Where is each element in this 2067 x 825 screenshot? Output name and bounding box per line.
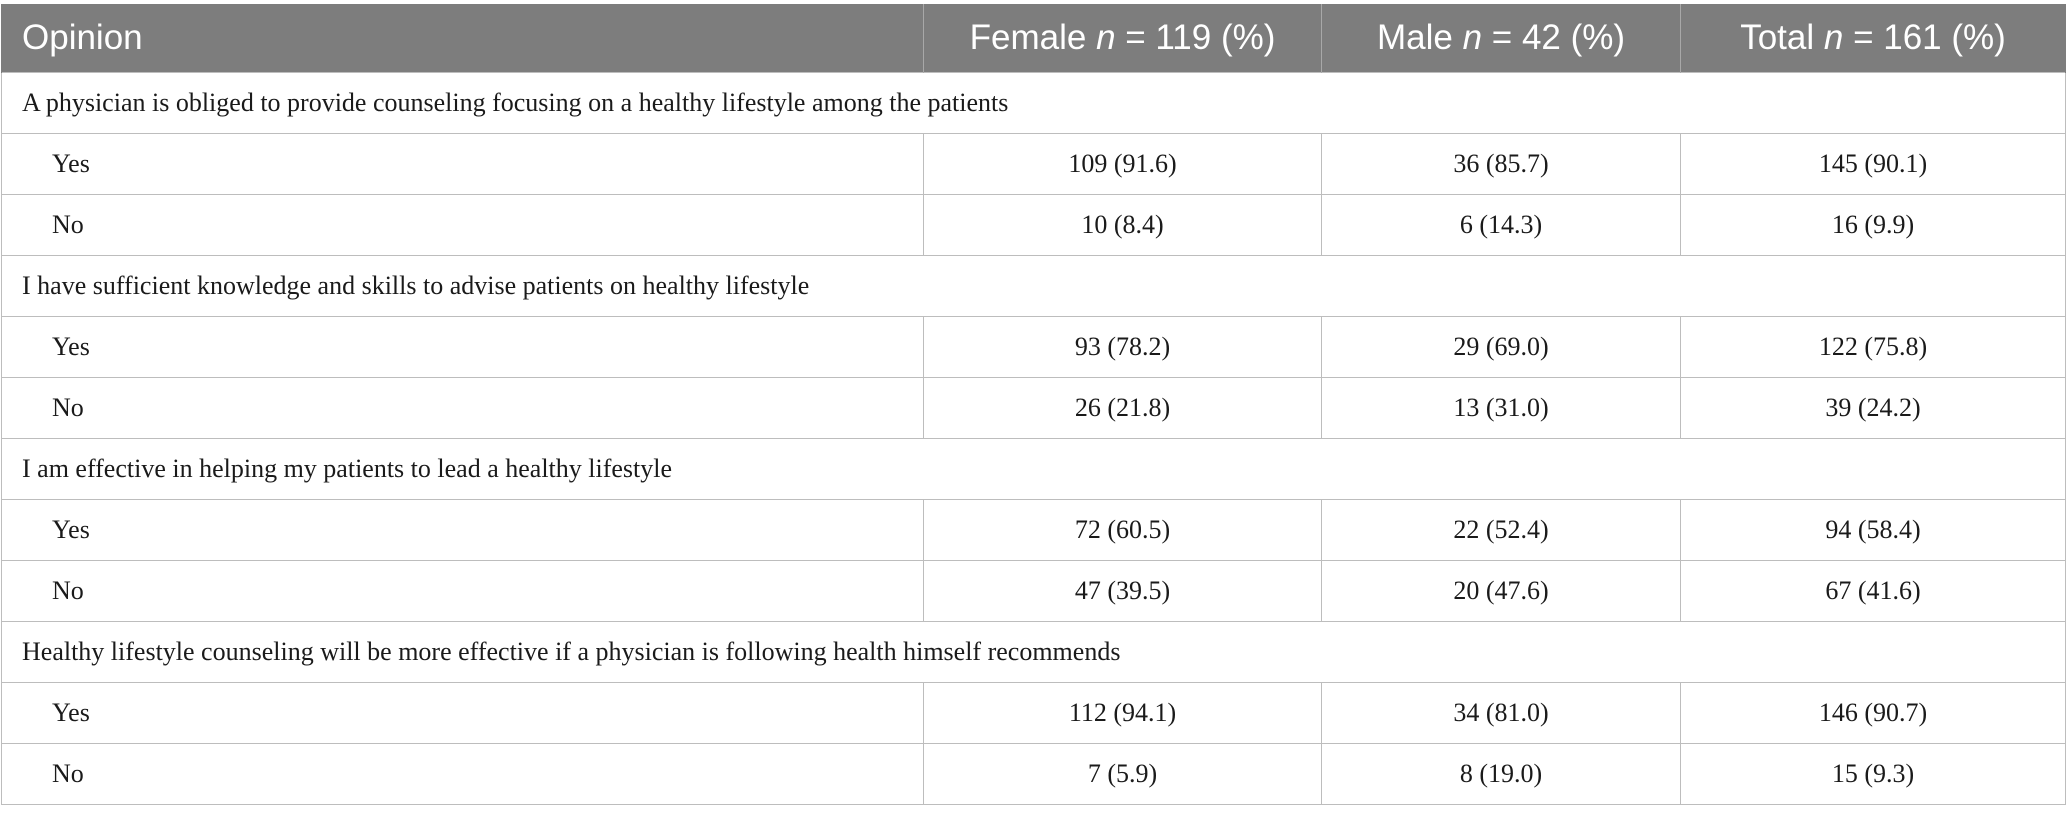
question-cell: I am effective in helping my patients to… xyxy=(1,438,2066,500)
female-cell: 7 (5.9) xyxy=(923,743,1322,805)
header-male-n: n xyxy=(1462,18,1483,57)
header-opinion-label: Opinion xyxy=(22,18,143,57)
table-row: No 47 (39.5) 20 (47.6) 67 (41.6) xyxy=(1,560,2066,622)
male-cell: 29 (69.0) xyxy=(1321,316,1681,378)
answer-cell: No xyxy=(1,743,924,805)
table-row: No 10 (8.4) 6 (14.3) 16 (9.9) xyxy=(1,194,2066,256)
answer-cell: Yes xyxy=(1,133,924,195)
question-cell: Healthy lifestyle counseling will be mor… xyxy=(1,621,2066,683)
header-total-label: Total xyxy=(1740,18,1815,57)
question-row: Healthy lifestyle counseling will be mor… xyxy=(1,621,2066,683)
question-cell: I have sufficient knowledge and skills t… xyxy=(1,255,2066,317)
answer-cell: No xyxy=(1,194,924,256)
answer-cell: No xyxy=(1,377,924,439)
total-cell: 122 (75.8) xyxy=(1680,316,2066,378)
total-cell: 15 (9.3) xyxy=(1680,743,2066,805)
table-row: Yes 72 (60.5) 22 (52.4) 94 (58.4) xyxy=(1,499,2066,561)
question-cell: A physician is obliged to provide counse… xyxy=(1,72,2066,134)
header-female-count: = 119 (%) xyxy=(1125,18,1276,57)
male-cell: 13 (31.0) xyxy=(1321,377,1681,439)
female-cell: 93 (78.2) xyxy=(923,316,1322,378)
answer-cell: Yes xyxy=(1,499,924,561)
male-cell: 34 (81.0) xyxy=(1321,682,1681,744)
female-cell: 72 (60.5) xyxy=(923,499,1322,561)
table-row: Yes 112 (94.1) 34 (81.0) 146 (90.7) xyxy=(1,682,2066,744)
question-row: I have sufficient knowledge and skills t… xyxy=(1,255,2066,317)
table-header: Opinion Female n = 119 (%) Male n = 42 (… xyxy=(1,4,2066,73)
header-total: Total n = 161 (%) xyxy=(1680,4,2066,73)
table-row: No 7 (5.9) 8 (19.0) 15 (9.3) xyxy=(1,743,2066,805)
female-cell: 47 (39.5) xyxy=(923,560,1322,622)
header-female: Female n = 119 (%) xyxy=(923,4,1322,73)
header-row: Opinion Female n = 119 (%) Male n = 42 (… xyxy=(1,4,2066,73)
total-cell: 67 (41.6) xyxy=(1680,560,2066,622)
header-opinion: Opinion xyxy=(1,4,924,73)
table-row: Yes 109 (91.6) 36 (85.7) 145 (90.1) xyxy=(1,133,2066,195)
header-total-n: n xyxy=(1823,18,1844,57)
total-cell: 146 (90.7) xyxy=(1680,682,2066,744)
table-body: A physician is obliged to provide counse… xyxy=(1,72,2066,805)
female-cell: 26 (21.8) xyxy=(923,377,1322,439)
header-male-count: = 42 (%) xyxy=(1491,18,1626,57)
male-cell: 22 (52.4) xyxy=(1321,499,1681,561)
question-row: A physician is obliged to provide counse… xyxy=(1,72,2066,134)
answer-cell: Yes xyxy=(1,316,924,378)
total-cell: 94 (58.4) xyxy=(1680,499,2066,561)
female-cell: 10 (8.4) xyxy=(923,194,1322,256)
header-male-label: Male xyxy=(1376,18,1453,57)
male-cell: 8 (19.0) xyxy=(1321,743,1681,805)
header-male: Male n = 42 (%) xyxy=(1321,4,1681,73)
header-female-n: n xyxy=(1096,18,1116,57)
table-row: No 26 (21.8) 13 (31.0) 39 (24.2) xyxy=(1,377,2066,439)
opinion-table-container: Opinion Female n = 119 (%) Male n = 42 (… xyxy=(1,4,2066,805)
female-cell: 109 (91.6) xyxy=(923,133,1322,195)
male-cell: 6 (14.3) xyxy=(1321,194,1681,256)
male-cell: 36 (85.7) xyxy=(1321,133,1681,195)
female-cell: 112 (94.1) xyxy=(923,682,1322,744)
total-cell: 16 (9.9) xyxy=(1680,194,2066,256)
header-female-label: Female xyxy=(969,18,1087,57)
total-cell: 145 (90.1) xyxy=(1680,133,2066,195)
question-row: I am effective in helping my patients to… xyxy=(1,438,2066,500)
male-cell: 20 (47.6) xyxy=(1321,560,1681,622)
header-total-count: = 161 (%) xyxy=(1853,18,2006,57)
opinion-table: Opinion Female n = 119 (%) Male n = 42 (… xyxy=(1,4,2066,805)
total-cell: 39 (24.2) xyxy=(1680,377,2066,439)
answer-cell: No xyxy=(1,560,924,622)
answer-cell: Yes xyxy=(1,682,924,744)
table-row: Yes 93 (78.2) 29 (69.0) 122 (75.8) xyxy=(1,316,2066,378)
